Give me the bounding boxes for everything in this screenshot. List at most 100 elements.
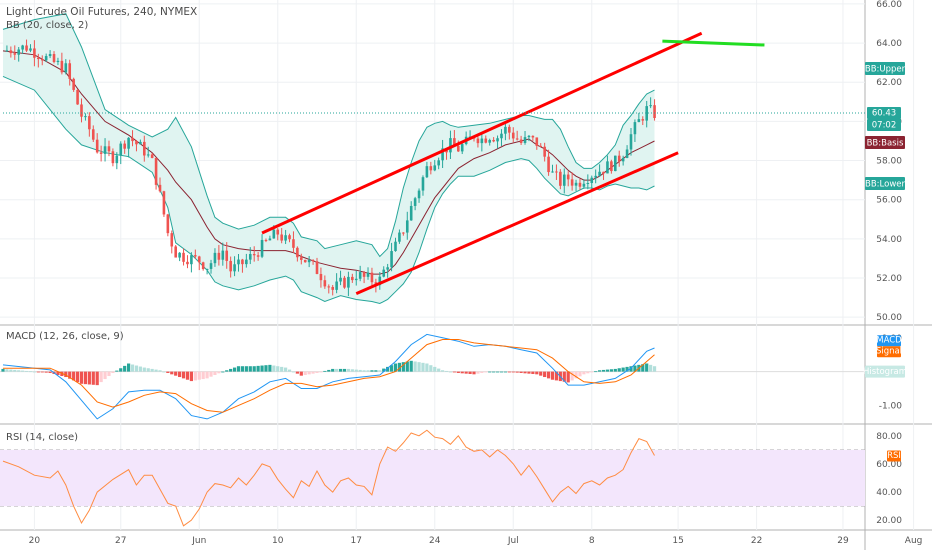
macd-histogram-bar: [527, 371, 531, 374]
candle-body: [205, 268, 209, 270]
macd-histogram-bar: [652, 366, 657, 372]
macd-histogram-bar: [154, 369, 158, 372]
countdown-tag-bg: [867, 118, 901, 131]
macd-histogram-bar: [260, 365, 264, 372]
candle-body: [68, 63, 72, 79]
candle-body: [33, 48, 36, 58]
macd-histogram-bar: [1, 368, 5, 372]
signal-line: [3, 339, 655, 413]
candle-body: [413, 198, 417, 206]
macd-histogram-bar: [107, 371, 111, 377]
macd-histogram-bar: [123, 365, 127, 372]
candle-body: [9, 50, 13, 54]
chart-title[interactable]: Light Crude Oil Futures, 240, NYMEX: [6, 6, 198, 18]
macd-histogram-bar: [625, 366, 629, 372]
macd-histogram-bar: [370, 370, 374, 372]
macd-histogram-bar: [594, 371, 598, 373]
rsi-tick-label: 60.00: [876, 460, 902, 470]
macd-histogram-bar: [311, 371, 315, 374]
candle-body: [574, 182, 578, 186]
macd-histogram-bar: [389, 365, 394, 372]
rsi-pane: [2, 429, 655, 527]
macd-histogram-bar: [150, 368, 154, 372]
macd-histogram-bar: [378, 370, 382, 372]
candle-body: [339, 277, 342, 282]
candle-body: [40, 59, 44, 61]
macd-histogram-bar: [193, 371, 197, 381]
candle-body: [252, 254, 256, 256]
candle-body: [154, 157, 158, 185]
candle-body: [617, 155, 621, 162]
candle-body: [91, 129, 95, 140]
macd-histogram-bar: [335, 368, 339, 372]
candle-body: [480, 138, 484, 144]
macd-histogram-bar: [546, 371, 551, 379]
candle-body: [523, 137, 527, 143]
lower-trendline: [355, 151, 679, 296]
candle-body: [511, 132, 515, 139]
macd-histogram-bar: [499, 371, 504, 373]
macd-histogram-bar: [550, 371, 555, 380]
candle-body: [292, 239, 295, 248]
rsi-indicator-label[interactable]: RSI (14, close): [6, 432, 79, 443]
macd-histogram-bar: [276, 366, 280, 372]
macd-histogram-bar: [617, 368, 621, 372]
macd-histogram-bar: [562, 371, 566, 382]
candle-body: [610, 161, 613, 172]
macd-histogram-bar: [75, 371, 80, 383]
macd-histogram-bar: [119, 368, 123, 372]
macd-histogram-bar: [374, 370, 378, 372]
countdown-tag: 07:02: [872, 120, 897, 130]
candle-body: [209, 263, 213, 269]
macd-histogram-bar: [166, 371, 170, 373]
macd-histogram-bar: [252, 366, 256, 372]
candle-body: [492, 139, 495, 142]
macd-histogram-bar: [590, 371, 594, 373]
macd-histogram-bar: [287, 369, 292, 372]
bb-upper-tag-bg: [865, 62, 905, 76]
x-tick-label: 20: [29, 536, 41, 546]
macd-indicator-label[interactable]: MACD (12, 26, close, 9): [6, 331, 124, 342]
macd-histogram-bar: [229, 368, 233, 372]
candle-body: [429, 166, 433, 171]
macd-histogram-bar: [134, 365, 139, 372]
candle-body: [48, 54, 52, 57]
macd-histogram-bar: [174, 371, 178, 376]
candle-body: [394, 241, 397, 252]
macd-histogram-bar: [138, 366, 142, 372]
bb-upper-line: [2, 13, 655, 258]
candle-body: [182, 252, 185, 262]
macd-histogram-bar: [9, 369, 13, 372]
bb-upper-tag: BB:Upper: [865, 65, 906, 75]
candle-body: [217, 252, 221, 260]
macd-histogram-bar: [429, 365, 433, 372]
histogram-tag: Histogram: [863, 367, 907, 377]
candle-body: [633, 122, 637, 135]
macd-histogram-bar: [523, 371, 527, 374]
macd-histogram-bar: [331, 368, 335, 372]
macd-histogram-bar: [323, 370, 327, 372]
macd-histogram-bar: [507, 371, 511, 373]
candle-body: [488, 139, 491, 143]
macd-histogram-bar: [346, 368, 350, 372]
x-tick-label: 29: [837, 536, 849, 546]
macd-histogram-bar: [95, 371, 99, 386]
candle-body: [315, 261, 319, 274]
candle-body: [515, 138, 519, 140]
macd-histogram-bar: [441, 370, 445, 372]
macd-histogram-bar: [531, 371, 535, 374]
price-tick-label: 66.00: [876, 0, 902, 10]
macd-histogram-bar: [382, 368, 386, 372]
macd-histogram-bar: [586, 371, 590, 374]
candle-body: [44, 56, 48, 61]
macd-histogram-bar: [641, 364, 645, 372]
candle-body: [37, 57, 40, 60]
macd-histogram-bar: [248, 366, 252, 372]
candle-body: [143, 141, 146, 156]
bb-indicator-label[interactable]: BB (20, close, 2): [6, 20, 89, 31]
macd-histogram-bar: [319, 371, 323, 373]
macd-histogram-bar: [232, 367, 237, 372]
candle-body: [99, 152, 103, 154]
candle-body: [307, 260, 311, 263]
